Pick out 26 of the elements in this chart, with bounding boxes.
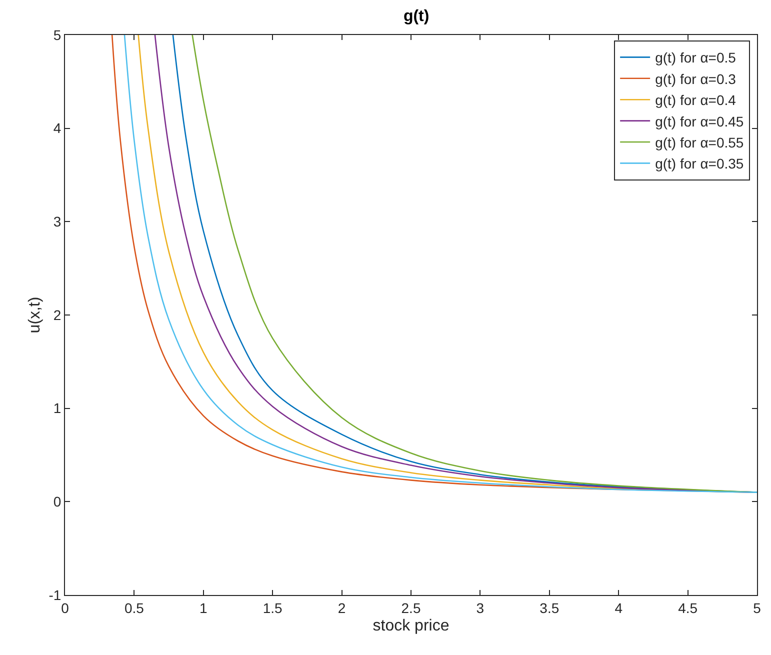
x-tick-label: 4.5 — [678, 600, 698, 616]
x-tick-label: 5 — [753, 600, 762, 616]
y-tick-label: 3 — [53, 214, 62, 230]
x-tick-label: 4 — [614, 600, 623, 616]
legend-label: g(t) for α=0.3 — [655, 70, 736, 87]
legend-label: g(t) for α=0.5 — [655, 50, 736, 66]
x-tick-label: 2 — [338, 600, 346, 616]
x-tick-label: 3 — [476, 600, 484, 616]
x-tick-label: 0.5 — [124, 600, 144, 616]
legend-label: g(t) for α=0.45 — [655, 113, 744, 130]
chart-title: g(t) — [403, 8, 430, 26]
legend-label: g(t) for α=0.4 — [655, 92, 736, 108]
x-tick-label: 2.5 — [401, 600, 421, 616]
legend-label: g(t) for α=0.55 — [655, 134, 744, 150]
x-tick-label: 3.5 — [540, 600, 560, 616]
y-tick-label: 5 — [53, 26, 62, 43]
y-tick-label: 1 — [53, 400, 62, 416]
y-tick-label: -1 — [48, 586, 62, 603]
x-tick-label: 1 — [200, 600, 208, 616]
y-axis-title: u(x,t) — [26, 296, 44, 334]
x-tick-label: 1.5 — [262, 600, 283, 616]
y-tick-label: 2 — [53, 306, 62, 323]
legend-label: g(t) for α=0.35 — [655, 156, 744, 172]
y-tick-label: 4 — [53, 120, 62, 136]
y-tick-label: 0 — [53, 494, 62, 510]
x-axis-title: stock price — [372, 618, 450, 634]
